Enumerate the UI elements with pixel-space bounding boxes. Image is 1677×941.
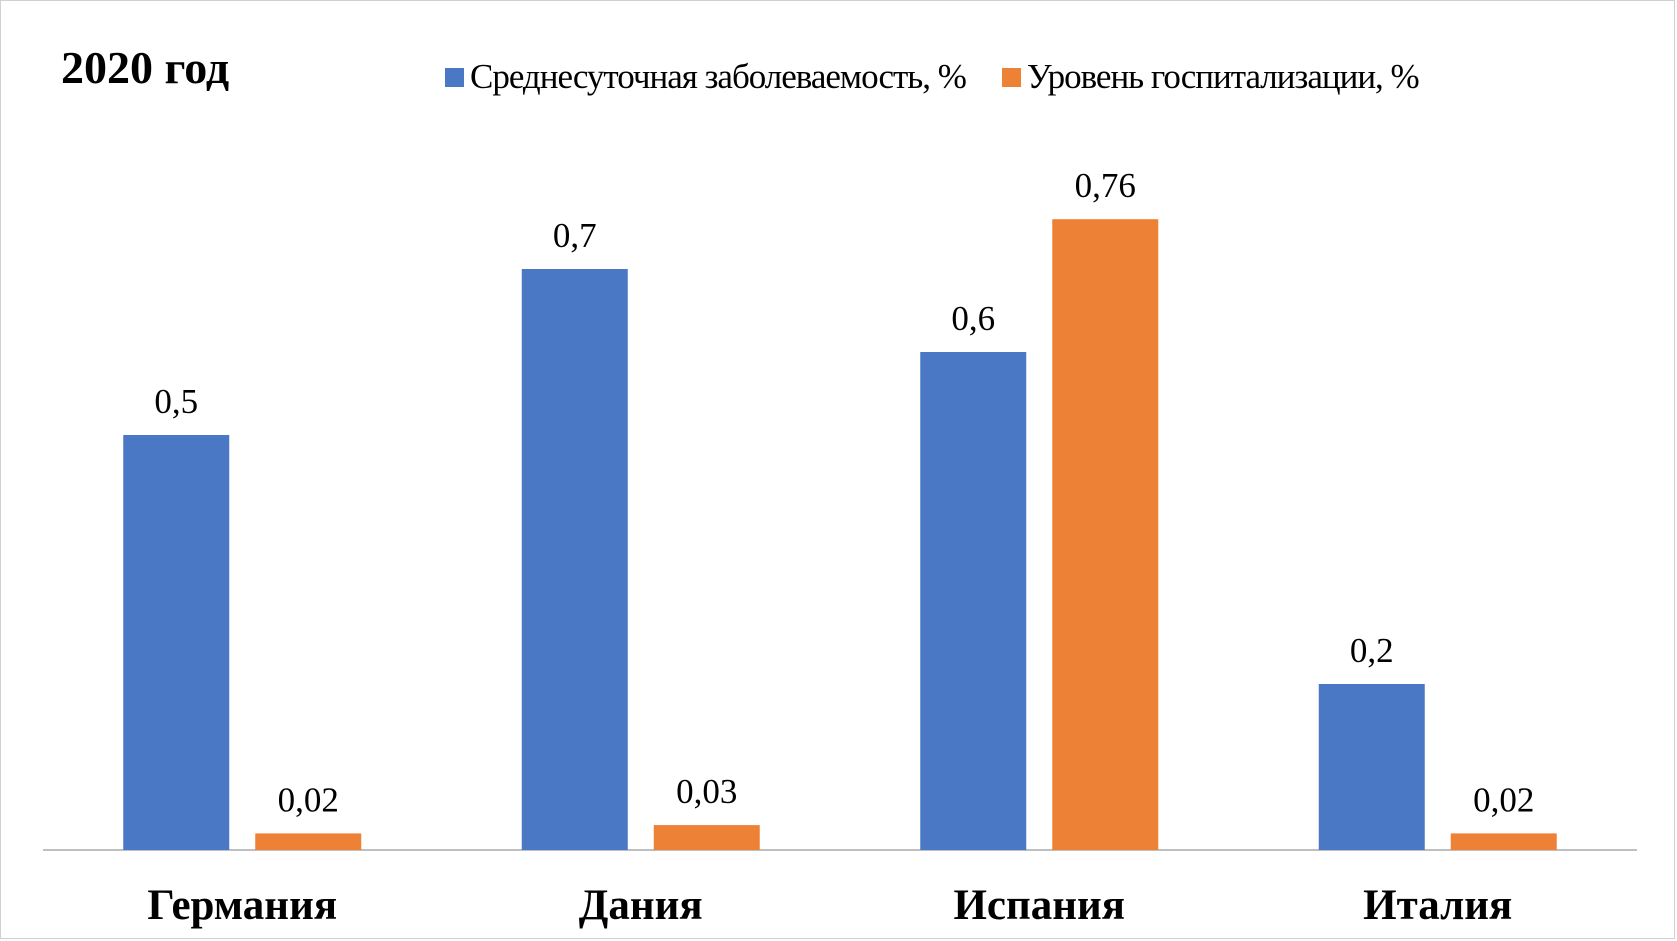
- data-label-incidence-3: 0,2: [1350, 631, 1394, 670]
- category-label-3: Италия: [1363, 882, 1512, 929]
- data-label-incidence-1: 0,7: [553, 216, 597, 255]
- bar-hospitalization-1: [653, 825, 760, 850]
- data-label-incidence-2: 0,6: [951, 299, 995, 338]
- data-label-hospitalization-2: 0,76: [1075, 166, 1136, 205]
- bar-incidence-0: [123, 435, 230, 850]
- legend-label-hospitalization: Уровень госпитализации, %: [1026, 57, 1420, 96]
- legend-item-incidence: Среднесуточная заболеваемость, %: [445, 57, 967, 97]
- bar-incidence-1: [521, 269, 628, 850]
- data-label-hospitalization-1: 0,03: [676, 772, 737, 811]
- chart-title: 2020 год: [61, 42, 230, 93]
- legend-label-incidence: Среднесуточная заболеваемость, %: [470, 57, 967, 96]
- bar-hospitalization-2: [1052, 219, 1159, 850]
- bar-hospitalization-3: [1450, 833, 1557, 850]
- legend-item-hospitalization: Уровень госпитализации, %: [1001, 57, 1420, 97]
- legend: Среднесуточная заболеваемость, % Уровень…: [445, 57, 1455, 97]
- category-label-1: Дания: [579, 882, 703, 929]
- category-label-2: Испания: [953, 882, 1125, 929]
- legend-swatch-hospitalization: [1001, 67, 1021, 87]
- data-label-hospitalization-3: 0,02: [1473, 780, 1534, 819]
- bar-hospitalization-0: [255, 833, 362, 850]
- legend-swatch-incidence: [445, 67, 464, 87]
- bar-incidence-2: [920, 352, 1027, 850]
- category-label-0: Германия: [147, 882, 337, 929]
- data-label-hospitalization-0: 0,02: [278, 780, 339, 819]
- bar-incidence-3: [1318, 684, 1425, 850]
- data-label-incidence-0: 0,5: [154, 382, 198, 421]
